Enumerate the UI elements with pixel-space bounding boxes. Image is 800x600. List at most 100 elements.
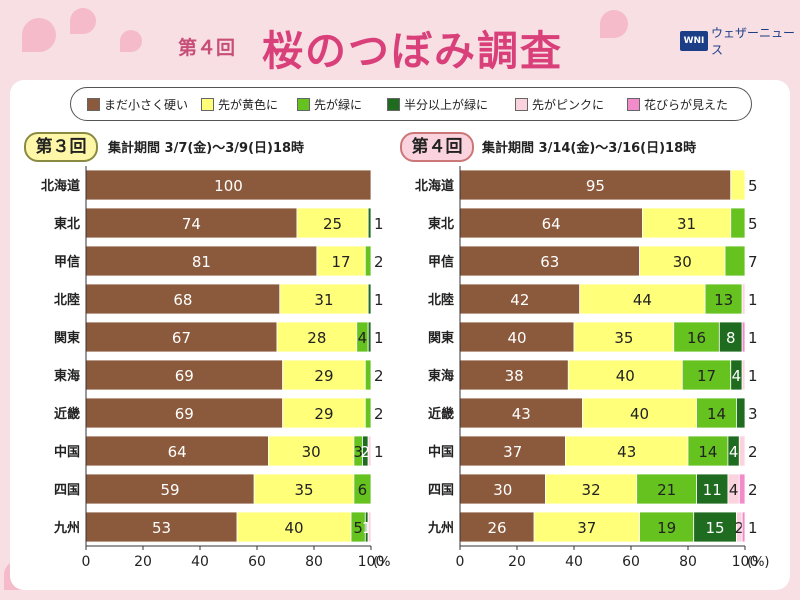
bar-segment	[730, 207, 746, 239]
data-label: 63	[540, 253, 559, 271]
bar-segment	[367, 207, 372, 239]
category-label: 北陸	[54, 292, 80, 308]
round4-period: 集計期間 3/14(金)〜3/16(日)18時	[482, 141, 697, 156]
legend-swatch	[201, 98, 214, 111]
bar-segment	[687, 435, 729, 467]
outside-label: 1	[748, 367, 758, 385]
bar-segment	[741, 359, 746, 391]
legend-item: 先がピンクに	[515, 96, 604, 113]
data-label: 4	[729, 481, 739, 499]
bar-segment	[696, 397, 737, 429]
round4-chart: 北海道 95 5東北 64 31 5甲信 63 30 7北陸 42 44 13 1関東 40 35 16 8 1東…	[415, 166, 770, 570]
data-label: 14	[707, 405, 726, 423]
data-label: 64	[168, 443, 187, 461]
data-label: 95	[586, 177, 605, 195]
bar-segment	[724, 245, 746, 277]
data-label: 37	[577, 519, 596, 537]
bar-segment	[704, 283, 743, 315]
bar-segment	[741, 283, 746, 315]
round3-badge: 第３回	[24, 132, 98, 162]
legend-label: 半分以上が緑に	[404, 98, 489, 112]
data-label: 30	[302, 443, 321, 461]
x-tick-label: 100	[732, 554, 759, 570]
data-label: 2	[735, 519, 745, 537]
category-label: 九州	[53, 521, 80, 536]
data-label: 26	[488, 519, 507, 537]
data-label: 32	[582, 481, 601, 499]
petal-decoration	[600, 10, 628, 38]
round3-period: 集計期間 3/7(金)〜3/9(日)18時	[108, 141, 305, 156]
data-label: 44	[633, 291, 652, 309]
bar-segment	[639, 245, 726, 277]
x-tick-label: 80	[305, 554, 323, 570]
category-label: 東海	[54, 368, 80, 384]
bar-segment	[279, 283, 369, 315]
brand: WNI ウェザーニュース	[680, 26, 800, 57]
category-label: 北海道	[41, 178, 80, 194]
round4-badge: 第４回	[400, 132, 474, 162]
bar-segment	[459, 473, 546, 505]
bar-segment	[582, 397, 697, 429]
data-label: 28	[307, 329, 326, 347]
bar-segment	[459, 321, 575, 353]
x-tick-label: 100	[358, 554, 385, 570]
category-label: 四国	[428, 483, 454, 498]
outside-label: 1	[748, 519, 758, 537]
outside-label: 2	[374, 367, 384, 385]
bar-segment	[696, 473, 729, 505]
outside-label: 1	[748, 291, 758, 309]
bar-segment	[459, 359, 569, 391]
data-label: 68	[173, 291, 192, 309]
legend-item: まだ小さく硬い	[87, 96, 188, 113]
category-label: 九州	[427, 521, 454, 536]
data-label: 69	[175, 405, 194, 423]
data-label: 29	[314, 405, 333, 423]
data-label: 4	[729, 443, 739, 461]
bar-segment	[459, 283, 581, 315]
x-tick-label: 0	[456, 554, 465, 570]
bar-segment	[236, 511, 352, 543]
data-label: 17	[697, 367, 716, 385]
bar-segment	[573, 321, 675, 353]
outside-label: 1	[748, 329, 758, 347]
bar-segment	[364, 397, 372, 429]
legend-label: 先が緑に	[314, 98, 363, 112]
data-label: 100	[214, 177, 243, 195]
x-unit-label: (%)	[747, 555, 770, 570]
x-tick-label: 40	[191, 554, 209, 570]
data-label: 3	[353, 443, 363, 461]
bar-segment	[85, 321, 278, 353]
bar-segment	[741, 511, 746, 543]
legend-label: 先がピンクに	[532, 98, 605, 112]
outside-label: 1	[374, 291, 384, 309]
data-label: 37	[503, 443, 522, 461]
category-label: 中国	[428, 444, 454, 460]
outside-label: 2	[374, 405, 384, 423]
category-label: 東北	[428, 216, 454, 232]
legend-item: 先が黄色に	[201, 96, 278, 113]
bar-segment	[364, 245, 372, 277]
bar-segment	[579, 283, 706, 315]
bar-segment	[681, 359, 732, 391]
data-label: 35	[294, 481, 313, 499]
data-label: 59	[161, 481, 180, 499]
legend-label: 先が黄色に	[218, 98, 279, 112]
category-label: 甲信	[428, 254, 454, 270]
legend-item: 半分以上が緑に	[387, 96, 488, 113]
bar-segment	[730, 169, 746, 201]
petal-decoration	[22, 18, 56, 52]
data-label: 31	[677, 215, 696, 233]
data-label: 16	[687, 329, 706, 347]
outside-label: 3	[748, 405, 758, 423]
category-label: 中国	[54, 444, 80, 460]
category-label: 東海	[428, 368, 454, 384]
data-label: 1	[362, 519, 372, 537]
bar-segment	[364, 359, 372, 391]
data-label: 29	[314, 367, 333, 385]
bar-segment	[367, 283, 372, 315]
data-label: 30	[493, 481, 512, 499]
bar-segment	[741, 321, 746, 353]
category-label: 北陸	[428, 292, 454, 308]
